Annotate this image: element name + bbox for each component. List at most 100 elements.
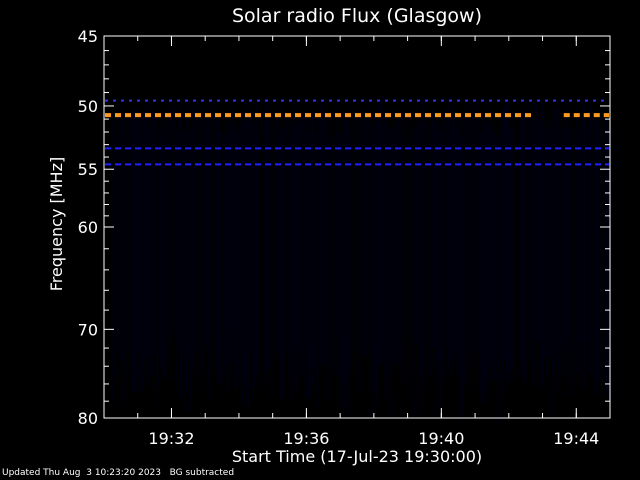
y-axis-label: Frequency [MHz]	[47, 157, 66, 291]
spectrogram-column	[310, 113, 311, 401]
spectrogram-column	[480, 134, 481, 402]
spectrogram-column	[262, 112, 263, 374]
spectrogram-column	[538, 112, 539, 398]
spectrogram-column	[412, 124, 413, 379]
spectrogram-column	[458, 129, 459, 377]
spectrogram-column	[402, 109, 403, 364]
spectrogram-column	[504, 107, 505, 360]
spectrogram-column	[202, 115, 203, 383]
spectrogram-column	[308, 132, 309, 398]
spectrogram-column	[436, 109, 437, 371]
spectrogram-column	[318, 117, 319, 407]
spectrogram-column	[434, 124, 435, 416]
spectrogram-column	[508, 101, 509, 387]
spectrogram-column	[184, 130, 185, 409]
spectrogram-column	[348, 124, 349, 416]
spectrogram-column	[424, 118, 425, 374]
spectrogram-column	[358, 101, 359, 375]
spectrogram-column	[376, 123, 377, 404]
spectrogram-column	[284, 104, 285, 389]
spectrogram-column	[380, 98, 381, 367]
spectrogram-column	[306, 111, 307, 348]
spectrogram-column	[254, 119, 255, 389]
spectrogram-column	[426, 106, 427, 370]
spectrogram-column	[602, 120, 603, 405]
spectrogram-column	[526, 100, 527, 382]
spectrogram-column	[328, 115, 329, 380]
y-tick-label: 50	[78, 97, 98, 116]
spectrogram-column	[506, 99, 507, 380]
spectrogram-column	[316, 135, 317, 379]
spectrogram-column	[514, 125, 515, 408]
spectrogram-column	[362, 108, 363, 352]
spectrogram-column	[168, 111, 169, 363]
spectrogram-column	[172, 110, 173, 368]
spectrogram-column	[286, 119, 287, 354]
spectrogram-column	[340, 132, 341, 424]
spectrogram-column	[226, 115, 227, 366]
spectrogram-column	[228, 132, 229, 392]
spectrogram-column	[354, 117, 355, 353]
spectrogram-column	[188, 96, 189, 357]
spectrogram-column	[472, 100, 473, 351]
spectrogram-column	[558, 107, 559, 391]
spectrogram-column	[220, 131, 221, 385]
spectrogram-column	[594, 107, 595, 397]
spectrogram-column	[216, 111, 217, 371]
spectrogram-column	[428, 115, 429, 407]
spectrogram-column	[552, 133, 553, 415]
spectrogram-column	[270, 111, 271, 402]
spectrogram-column	[374, 112, 375, 392]
spectrogram-column	[492, 122, 493, 380]
spectrogram-column	[588, 107, 589, 343]
spectrogram-column	[140, 133, 141, 411]
spectrogram-column	[206, 109, 207, 346]
spectrogram-column	[356, 110, 357, 398]
spectrogram-column	[474, 98, 475, 382]
spectrogram-column	[174, 99, 175, 333]
spectrogram-column	[562, 126, 563, 375]
spectrogram-column	[346, 119, 347, 404]
spectrogram-column	[490, 124, 491, 365]
spectrogram-column	[350, 100, 351, 374]
spectrogram-column	[410, 105, 411, 341]
y-axis: 45 50 55 60 70 80	[78, 27, 610, 428]
spectrogram-column	[518, 104, 519, 359]
spectrogram-column	[392, 127, 393, 365]
spectrogram-column	[332, 108, 333, 375]
spectrogram-column	[590, 99, 591, 373]
spectrogram-column	[476, 119, 477, 392]
spectrogram-column	[158, 125, 159, 410]
spectrogram-column	[482, 121, 483, 405]
spectrogram-column	[524, 110, 525, 385]
spectrogram-column	[440, 131, 441, 410]
spectrogram-column	[598, 123, 599, 383]
spectrogram-column	[386, 113, 387, 373]
spectrogram-column	[398, 111, 399, 356]
spectrogram-column	[208, 121, 209, 398]
spectrogram-column	[360, 109, 361, 396]
spectrogram-column	[290, 132, 291, 388]
spectrogram-column	[288, 110, 289, 383]
plot-area	[104, 36, 610, 418]
spectrogram-column	[278, 105, 279, 360]
spectrogram-column	[556, 109, 557, 350]
spectrogram-column	[422, 96, 423, 388]
x-axis-label: Start Time (17-Jul-23 19:30:00)	[232, 447, 482, 466]
spectrogram-column	[468, 102, 469, 386]
spectrogram-column	[240, 110, 241, 375]
spectrogram-column	[142, 114, 143, 393]
spectrogram-column	[554, 96, 555, 369]
spectrogram-column	[384, 108, 385, 400]
spectrogram-column	[394, 108, 395, 377]
x-tick-label: 19:44	[553, 429, 599, 448]
spectrogram-column	[390, 126, 391, 414]
interference-lines	[105, 99, 609, 166]
spectrogram-column	[578, 115, 579, 383]
spectrogram-column	[378, 100, 379, 365]
spectrogram-column	[582, 97, 583, 340]
spectrogram-column	[352, 106, 353, 369]
spectrogram-column	[542, 102, 543, 384]
spectrogram-column	[150, 123, 151, 377]
